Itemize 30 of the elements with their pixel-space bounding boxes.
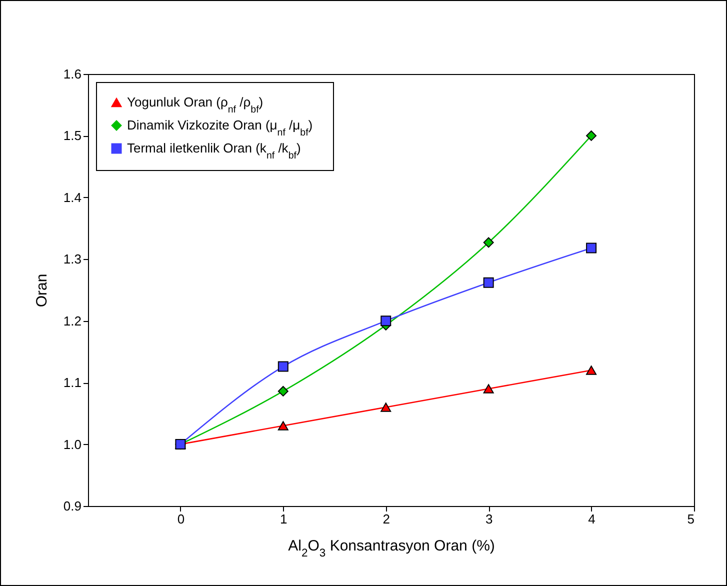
point [586,366,597,375]
point [483,237,494,248]
point [380,402,392,412]
y-tick-label: 1.4 [63,190,82,205]
y-tick-label: 1.0 [63,436,82,452]
legend-label: Yogunluk Oran (ρ$_{nf}$ /ρ$_{bf}$) [127,94,264,115]
x-tick-label: 3 [485,512,493,526]
legend-label: Dinamik Vizkozite Oran (μ$_{nf}$ /μ$_{bf}$) [127,118,313,138]
point [483,277,494,288]
point [278,421,288,430]
point [380,316,392,326]
y-tick-label: 1.3 [63,252,82,267]
x-axis-title: Al$_{2}$O$_{3}$ Konsantrasyon Oran (%) [288,538,495,560]
y-tick-label: 1.5 [63,128,82,144]
y-tick-label: 0.9 [63,498,82,514]
y-tick-label: 1.1 [63,375,82,390]
point [586,130,597,141]
x-tick-label: 1 [280,512,288,526]
x-tick-label: 0 [177,512,185,526]
point [586,242,597,254]
point [278,386,288,396]
x-tick-label: 2 [382,512,390,526]
y-tick-label: 1.2 [63,313,82,328]
legend-label: Termal iletkenlik Oran (k$_{nf}$ /k$_{bf}$) [127,140,301,161]
x-tick-label: 5 [687,512,694,526]
point [278,361,288,372]
x-tick-label: 4 [588,512,596,526]
point [483,384,494,394]
y-tick-label: 1.6 [63,66,82,82]
y-axis-title: Oran [33,274,50,308]
